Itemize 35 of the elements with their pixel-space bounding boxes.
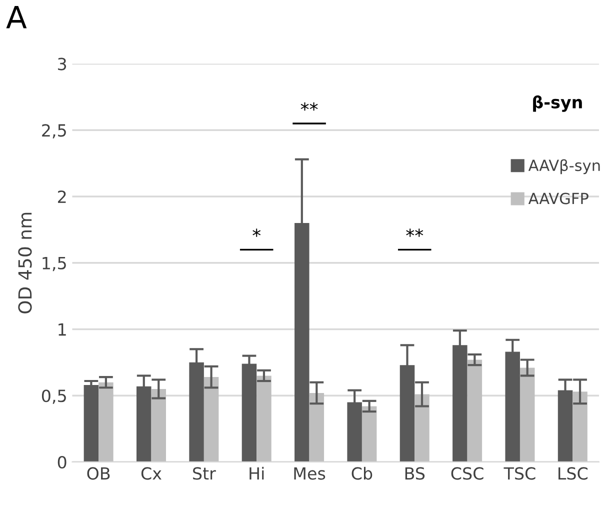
x-tick-label: OB: [87, 467, 110, 480]
legend-label: AAVβ-syn: [528, 159, 600, 174]
bar: [204, 377, 219, 462]
x-tick-label: Hi: [250, 466, 264, 480]
x-tick-label: Mes: [294, 467, 326, 480]
bar: [414, 394, 430, 462]
y-tick-label: 1: [58, 323, 66, 336]
x-tick-label: Cx: [141, 467, 162, 480]
y-tick-label: 1,5: [42, 257, 66, 272]
legend-label: AAVGFP: [528, 192, 588, 204]
x-tick-label: LSC: [558, 467, 588, 480]
bar: [256, 376, 272, 462]
y-axis-title: OD 450 nm: [18, 212, 32, 314]
x-tick-label: Str: [193, 467, 216, 480]
text: β-syn: [533, 95, 582, 112]
bar: [572, 392, 588, 462]
bar: [362, 406, 377, 462]
annotation: **: [406, 228, 424, 237]
annotation: **: [300, 102, 318, 111]
y-tick-label: 2,5: [42, 124, 66, 138]
bar: [151, 388, 166, 462]
y-tick-label: 2: [58, 190, 66, 203]
bar: [309, 392, 324, 462]
x-tick-label: BS: [405, 467, 425, 480]
x-tick-label: TSC: [504, 467, 536, 480]
annotation: *: [252, 228, 261, 237]
bar: [467, 360, 482, 462]
y-tick-label: 0: [58, 456, 66, 469]
bar: [98, 382, 114, 462]
x-tick-label: CSC: [451, 467, 484, 480]
bar: [520, 368, 535, 462]
text: A: [6, 6, 27, 28]
y-tick-label: 3: [58, 58, 66, 70]
x-tick-label: Cb: [352, 466, 372, 480]
y-tick-label: 0,5: [42, 390, 66, 404]
